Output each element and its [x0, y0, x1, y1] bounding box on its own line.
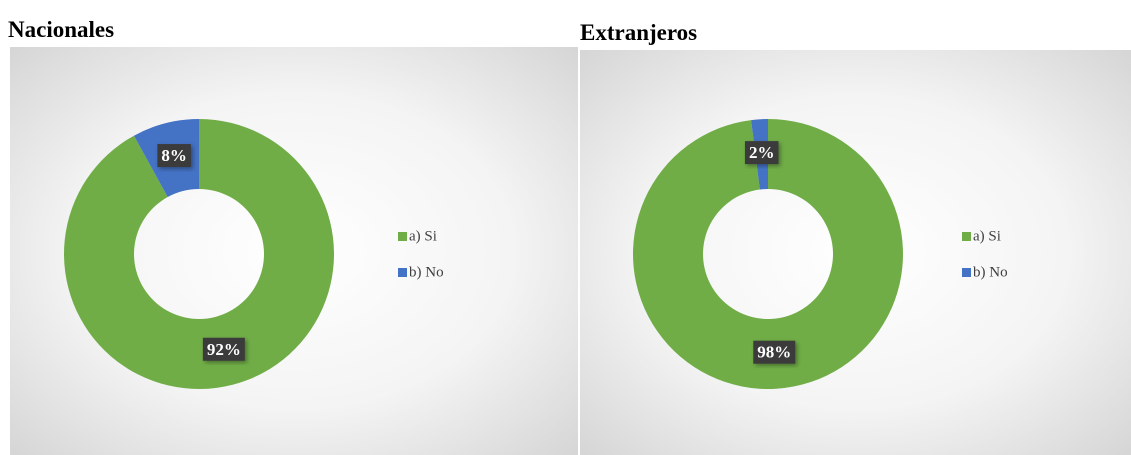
legend-label: a) Si	[973, 228, 1001, 244]
data-label: 2%	[749, 143, 775, 162]
data-label-box	[744, 141, 779, 165]
legend-swatch	[398, 232, 407, 241]
legend-label: b) No	[409, 264, 444, 280]
data-label-box	[202, 337, 245, 361]
legend-swatch	[962, 268, 971, 277]
legend-label: b) No	[973, 264, 1008, 280]
data-label: 92%	[207, 340, 241, 359]
legend-swatch	[962, 232, 971, 241]
data-label: 8%	[161, 146, 187, 165]
data-label-box	[157, 144, 191, 168]
legend-swatch	[398, 268, 407, 277]
data-label: 98%	[757, 343, 791, 362]
data-label-box	[753, 340, 796, 364]
chart-title: Nacionales	[8, 17, 114, 42]
legend-label: a) Si	[409, 228, 437, 244]
donut-slice	[63, 119, 334, 389]
donut-slice	[632, 119, 903, 390]
chart-title: Extranjeros	[580, 20, 697, 45]
